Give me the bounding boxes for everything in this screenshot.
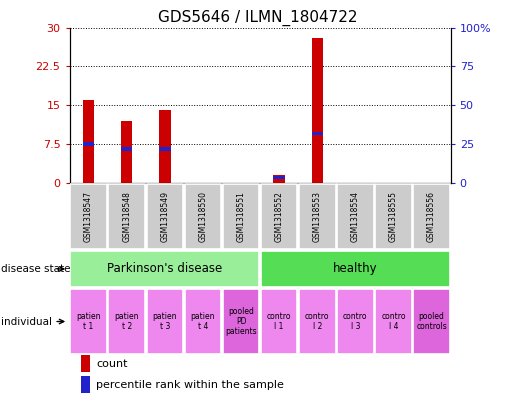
Text: healthy: healthy: [333, 263, 377, 275]
Text: pooled
controls: pooled controls: [416, 312, 447, 331]
Bar: [299, 289, 336, 354]
Bar: [375, 184, 412, 249]
Bar: [312, 132, 323, 136]
Bar: [273, 175, 285, 183]
Text: patien
t 2: patien t 2: [114, 312, 139, 331]
Bar: [146, 289, 183, 354]
Bar: [222, 289, 260, 354]
Bar: [70, 251, 260, 287]
Bar: [413, 184, 450, 249]
Text: contro
l 2: contro l 2: [305, 312, 330, 331]
Bar: [299, 184, 336, 249]
Bar: [83, 142, 94, 146]
Text: GSM1318555: GSM1318555: [389, 191, 398, 242]
Bar: [337, 289, 374, 354]
Bar: [121, 147, 132, 151]
Text: GSM1318552: GSM1318552: [274, 191, 284, 242]
Bar: [81, 355, 91, 372]
Text: GSM1318550: GSM1318550: [198, 191, 208, 242]
Bar: [81, 376, 91, 393]
Text: GSM1318551: GSM1318551: [236, 191, 246, 242]
Bar: [337, 184, 374, 249]
Text: GDS5646 / ILMN_1804722: GDS5646 / ILMN_1804722: [158, 10, 357, 26]
Bar: [375, 289, 412, 354]
Text: contro
l 4: contro l 4: [381, 312, 406, 331]
Bar: [222, 184, 260, 249]
Bar: [108, 184, 145, 249]
Text: GSM1318549: GSM1318549: [160, 191, 169, 242]
Text: GSM1318548: GSM1318548: [122, 191, 131, 242]
Bar: [70, 184, 107, 249]
Bar: [261, 184, 298, 249]
Bar: [146, 184, 183, 249]
Bar: [413, 289, 450, 354]
Text: GSM1318554: GSM1318554: [351, 191, 360, 242]
Text: patien
t 3: patien t 3: [152, 312, 177, 331]
Text: GSM1318553: GSM1318553: [313, 191, 322, 242]
Text: percentile rank within the sample: percentile rank within the sample: [96, 380, 284, 389]
Bar: [261, 289, 298, 354]
Bar: [159, 147, 170, 151]
Bar: [108, 289, 145, 354]
Bar: [184, 289, 221, 354]
Text: contro
l 3: contro l 3: [343, 312, 368, 331]
Bar: [70, 289, 107, 354]
Bar: [159, 110, 170, 183]
Text: individual: individual: [2, 316, 53, 327]
Bar: [273, 176, 285, 179]
Text: pooled
PD
patients: pooled PD patients: [225, 307, 257, 336]
Bar: [184, 184, 221, 249]
Text: patien
t 4: patien t 4: [191, 312, 215, 331]
Text: contro
l 1: contro l 1: [267, 312, 291, 331]
Bar: [261, 251, 450, 287]
Text: GSM1318547: GSM1318547: [84, 191, 93, 242]
Text: disease state: disease state: [2, 264, 71, 274]
Text: patien
t 1: patien t 1: [76, 312, 101, 331]
Bar: [312, 38, 323, 183]
Text: Parkinson's disease: Parkinson's disease: [107, 263, 222, 275]
Text: GSM1318556: GSM1318556: [427, 191, 436, 242]
Bar: [83, 100, 94, 183]
Text: count: count: [96, 358, 128, 369]
Bar: [121, 121, 132, 183]
